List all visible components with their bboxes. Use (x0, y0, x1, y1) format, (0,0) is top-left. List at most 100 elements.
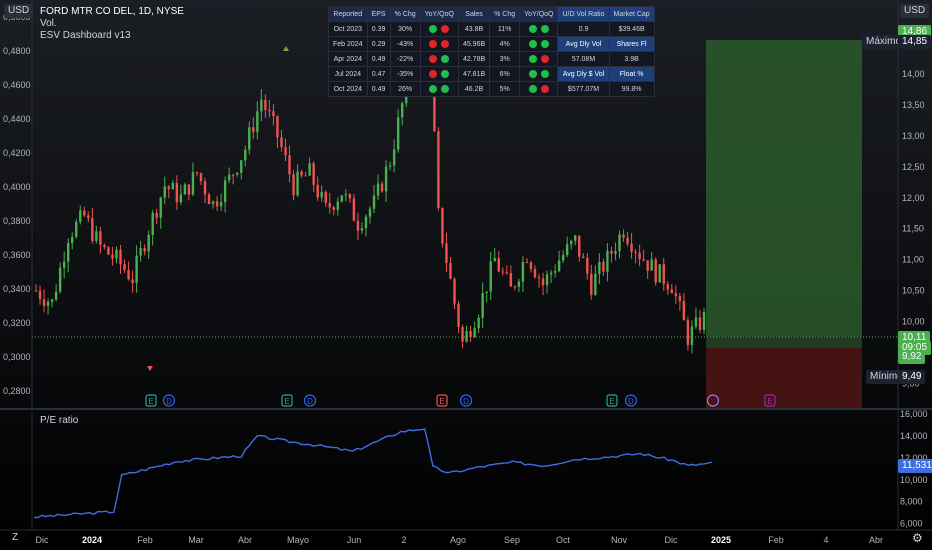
candle[interactable] (175, 175, 179, 210)
event-marker[interactable]: D (459, 394, 473, 407)
candle[interactable] (42, 289, 46, 313)
candle[interactable] (163, 176, 166, 205)
candle[interactable] (79, 205, 82, 225)
candle[interactable] (682, 293, 686, 321)
candle[interactable] (46, 298, 50, 315)
candle[interactable] (396, 109, 400, 153)
candle[interactable] (131, 270, 134, 293)
candle[interactable] (388, 161, 392, 171)
candle[interactable] (38, 285, 42, 305)
flash-icon[interactable] (706, 394, 720, 407)
candle[interactable] (517, 278, 521, 293)
candle[interactable] (622, 229, 625, 242)
candle[interactable] (308, 157, 311, 176)
event-marker[interactable]: E (436, 394, 448, 407)
candle[interactable] (223, 176, 227, 213)
event-marker[interactable]: E (606, 394, 618, 407)
candle[interactable] (99, 226, 102, 254)
candle[interactable] (195, 171, 199, 177)
candle[interactable] (340, 194, 344, 203)
candle[interactable] (284, 138, 287, 161)
candle[interactable] (316, 176, 319, 201)
candle[interactable] (610, 246, 613, 263)
candle[interactable] (465, 325, 468, 343)
candle[interactable] (167, 185, 170, 199)
candle[interactable] (400, 101, 404, 126)
dashboard-indicator-label[interactable]: ESV Dashboard v13 (40, 30, 131, 41)
candle[interactable] (457, 301, 460, 333)
candle[interactable] (578, 235, 581, 262)
candle[interactable] (159, 196, 162, 229)
candle[interactable] (123, 259, 126, 273)
candle[interactable] (296, 164, 299, 197)
candle[interactable] (445, 232, 448, 273)
candle[interactable] (674, 285, 678, 304)
candle[interactable] (561, 250, 565, 263)
candle[interactable] (574, 234, 577, 246)
candle[interactable] (376, 174, 380, 201)
pane-divider[interactable] (0, 408, 932, 410)
candle[interactable] (626, 231, 629, 247)
candle[interactable] (533, 265, 537, 279)
candle[interactable] (493, 247, 496, 262)
candle[interactable] (501, 267, 504, 276)
candle[interactable] (702, 308, 706, 335)
candle[interactable] (115, 246, 118, 264)
candle[interactable] (449, 256, 452, 280)
candle[interactable] (147, 230, 150, 260)
candle[interactable] (54, 284, 58, 302)
candle[interactable] (231, 173, 235, 185)
candle[interactable] (272, 104, 275, 126)
pe-axis[interactable]: 16,000 14,000 12,000 10,000 8,000 6,000 (900, 409, 928, 528)
symbol-title[interactable]: FORD MTR CO DEL, 1D, NYSE (40, 6, 184, 17)
candle[interactable] (344, 189, 348, 202)
candle[interactable] (91, 207, 94, 244)
candle[interactable] (485, 291, 488, 303)
candle[interactable] (360, 222, 364, 234)
candle[interactable] (83, 206, 86, 218)
candle[interactable] (62, 251, 66, 279)
event-marker[interactable]: E (281, 394, 293, 407)
candle[interactable] (75, 218, 78, 239)
candle[interactable] (670, 284, 674, 294)
candle[interactable] (646, 260, 649, 279)
candle[interactable] (356, 212, 360, 241)
candle[interactable] (642, 249, 645, 262)
candle[interactable] (634, 249, 637, 264)
candle[interactable] (320, 185, 323, 202)
candle[interactable] (151, 209, 154, 246)
candle[interactable] (119, 244, 122, 274)
pe-ratio-line[interactable] (33, 428, 713, 519)
candle[interactable] (698, 310, 702, 334)
candle[interactable] (437, 127, 440, 211)
candle[interactable] (686, 316, 690, 351)
loss-zone[interactable] (706, 348, 862, 408)
candle[interactable] (50, 298, 54, 308)
candle[interactable] (171, 180, 175, 190)
event-marker[interactable]: D (162, 394, 176, 407)
candle[interactable] (276, 115, 279, 149)
candle[interactable] (658, 264, 661, 283)
candle[interactable] (348, 192, 352, 203)
candle[interactable] (614, 242, 617, 261)
candle[interactable] (183, 182, 187, 195)
candle[interactable] (264, 94, 267, 118)
pe-pane-title[interactable]: P/E ratio (40, 415, 79, 426)
candle[interactable] (312, 161, 315, 193)
candle[interactable] (541, 272, 545, 296)
right-currency-badge[interactable]: USD (900, 4, 930, 18)
candle[interactable] (549, 269, 553, 284)
candle[interactable] (505, 265, 509, 275)
profit-zone[interactable] (706, 40, 862, 336)
candle[interactable] (553, 264, 557, 278)
candle[interactable] (304, 171, 307, 177)
candle[interactable] (328, 193, 331, 214)
candle[interactable] (662, 258, 665, 291)
candle[interactable] (280, 130, 283, 152)
candle[interactable] (521, 256, 525, 293)
candle[interactable] (260, 89, 263, 122)
candle[interactable] (207, 192, 211, 205)
candle[interactable] (244, 145, 247, 167)
candle[interactable] (666, 281, 669, 295)
